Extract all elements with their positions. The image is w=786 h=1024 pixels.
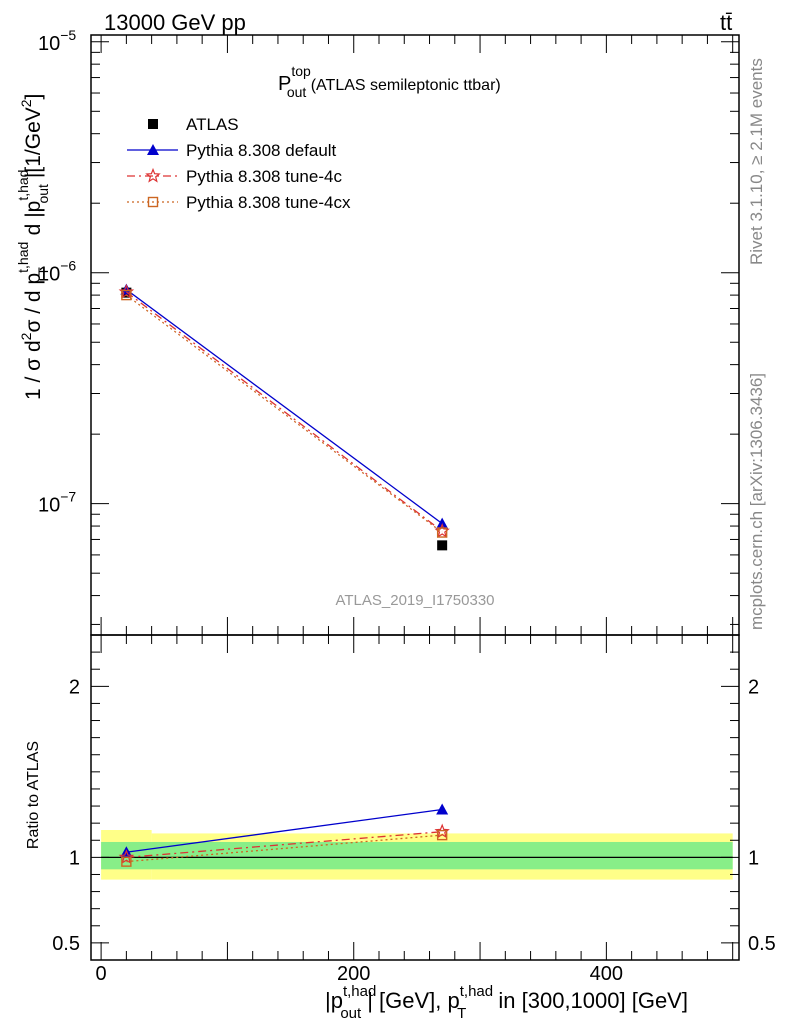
legend-label-pythia-8-308-tune-4cx: Pythia 8.308 tune-4cx <box>186 193 351 212</box>
legend-marker-pythia-8-308-tune-4cx <box>147 196 159 208</box>
y-tick-label: 10−5 <box>38 27 76 55</box>
main-y-tick-labels: 10−5 10−6 10−7 <box>38 27 76 517</box>
legend-marker-atlas <box>148 119 158 129</box>
x-tick-labels: 0 200 400 <box>96 963 624 985</box>
y-tick-label: 10−6 <box>38 258 76 286</box>
ratio-y-tick-label-left: 1 <box>69 847 80 869</box>
ratio-y-tick-label-right: 1 <box>748 847 759 869</box>
legend-label-atlas: ATLAS <box>186 115 239 134</box>
ratio-panel: 0.5 0.5 1 1 2 2 0 200 400 Ratio to ATLAS |pt,ha… <box>25 634 776 1022</box>
x-axis-label: |pt,had out| [GeV], pt,had T in [300,1000]… <box>325 983 688 1022</box>
plot-title-description: (ATLAS semileptonic ttbar) <box>306 77 500 94</box>
header-final-state-label: tt̄ <box>720 10 732 35</box>
data-point-pythia-8-308-tune-4cx <box>121 289 132 301</box>
uncertainty-band-inner <box>101 841 733 870</box>
ratio-point-pythia-8-308-tune-4cx <box>436 829 448 841</box>
plot-title-symbol: P <box>278 73 291 95</box>
x-tick-label: 200 <box>337 963 370 985</box>
legend-entry-pythia-8-308-tune-4cx: Pythia 8.308 tune-4cx <box>127 193 351 212</box>
ratio-axis-ticks <box>91 634 739 961</box>
header-process-label: 13000 GeV pp <box>104 10 246 35</box>
series-line-pythia-8-308-default <box>126 289 443 525</box>
plot-title-subscript: out <box>287 84 307 100</box>
legend-label-pythia-8-308-tune-4c: Pythia 8.308 tune-4c <box>186 167 342 186</box>
main-panel: 10−5 10−6 10−7 Ptop out (ATLAS semileptonic… <box>15 27 740 636</box>
x-tick-label: 400 <box>590 963 623 985</box>
plot-title: Ptop out (ATLAS semileptonic ttbar) <box>278 63 501 100</box>
ratio-y-axis-label: Ratio to ATLAS <box>25 741 42 849</box>
ratio-line-pythia-8-308-tune-4c <box>126 831 443 859</box>
main-axis-ticks <box>91 35 739 635</box>
ratio-y-tick-label-left: 0.5 <box>52 933 80 955</box>
mcplots-source-label: mcplots.cern.ch [arXiv:1306.3436] <box>747 373 766 630</box>
ratio-point-pythia-8-308-tune-4c <box>434 823 450 839</box>
legend-label-pythia-8-308-default: Pythia 8.308 default <box>186 141 337 160</box>
ratio-y-tick-label-left: 2 <box>69 676 80 698</box>
legend-marker-pythia-8-308-tune-4c <box>145 167 161 183</box>
ratio-y-tick-label-right: 2 <box>748 676 759 698</box>
legend-entry-atlas: ATLAS <box>148 115 239 134</box>
ratio-y-tick-label-right: 0.5 <box>748 933 776 955</box>
legend-marker-pythia-8-308-default <box>147 144 159 155</box>
ratio-plot-frame <box>90 634 740 961</box>
data-point-pythia-8-308-tune-4cx <box>436 527 448 538</box>
x-tick-label: 0 <box>96 963 107 985</box>
ratio-point-pythia-8-308-default <box>436 803 449 815</box>
series-line-pythia-8-308-tune-4cx <box>126 294 443 534</box>
legend-entry-pythia-8-308-default: Pythia 8.308 default <box>127 141 337 160</box>
data-point-atlas <box>437 540 448 551</box>
legend-entry-pythia-8-308-tune-4c: Pythia 8.308 tune-4c <box>127 167 342 186</box>
analysis-watermark: ATLAS_2019_I1750330 <box>335 592 494 609</box>
main-y-axis-label: 1 / σ d2σ / d pt,had T d |pt,had out|[1/Ge… <box>15 94 51 400</box>
series-line-pythia-8-308-tune-4c <box>126 291 443 532</box>
rivet-version-label: Rivet 3.1.10, ≥ 2.1M events <box>747 58 766 265</box>
ratio-point-pythia-8-308-tune-4cx <box>121 856 132 867</box>
ratio-point-pythia-8-308-tune-4c <box>118 849 135 864</box>
data-point-pythia-8-308-default <box>436 517 449 529</box>
ratio-y-tick-labels: 0.5 0.5 1 1 2 2 <box>52 676 776 955</box>
ratio-line-pythia-8-308-default <box>126 808 443 853</box>
y-tick-label: 10−7 <box>38 489 76 517</box>
legend: ATLAS Pythia 8.308 default Pythia 8.308 tu… <box>127 115 351 212</box>
plot-title-superscript: top <box>291 63 311 79</box>
